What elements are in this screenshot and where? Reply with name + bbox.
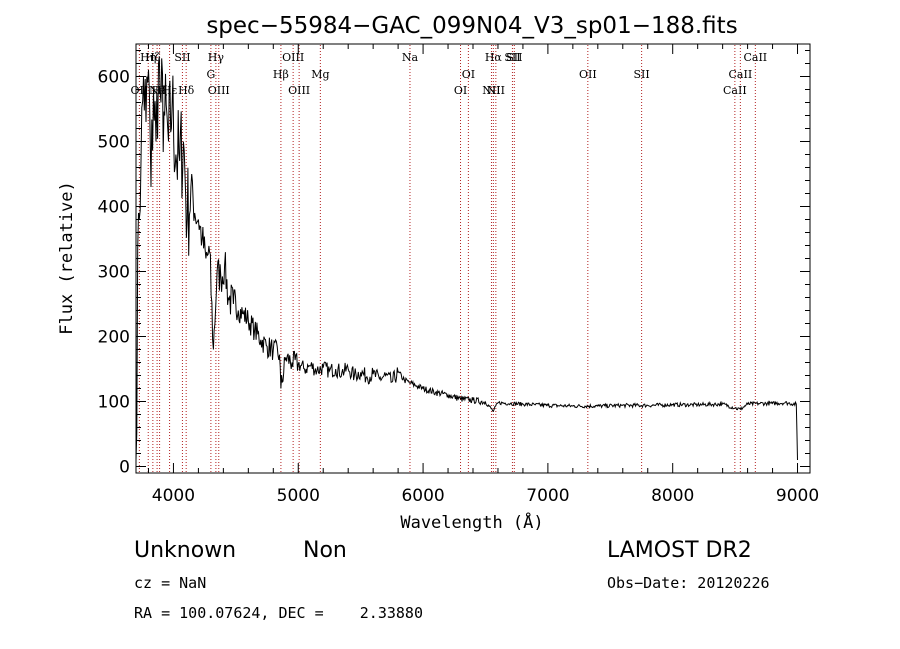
spectrum-line [135,56,798,461]
spectral-line-label: OIII [288,84,310,97]
x-tick-label: 4000 [152,486,195,506]
spectral-line-label: SII [634,68,650,81]
spectral-line-label: Hα [485,51,503,64]
survey-name: LAMOST DR2 [607,538,752,563]
chart-title: spec−55984−GAC_099N04_V3_sp01−188.fits [206,13,737,39]
spectral-line-label: CaII [729,68,753,81]
spectral-line-label: SII [504,51,520,64]
y-tick-label: 400 [98,198,130,218]
spectral-line-label: OI [462,68,475,81]
spectral-line-label: NII [487,84,505,97]
spectral-line-label: Hζ [145,51,161,64]
spectral-line-label: NII [482,84,500,97]
y-tick-label: 200 [98,328,130,348]
y-axis-label: Flux (relative) [57,181,77,335]
object-subclass: Non [303,538,347,563]
y-tick-label: 600 [98,68,130,88]
spectral-line-labels: OIIHηHζNeHξHεSIIHδGHγOIIIHβOIIIOIIIMgNaO… [131,51,768,97]
x-tick-label: 7000 [526,486,569,506]
y-axis-ticks: 0 100 200 300 400 500 600 [98,50,810,478]
spectral-line-label: G [206,68,215,81]
spectral-line-label: Hβ [273,68,289,81]
spectral-line-label: CaII [743,51,767,64]
x-tick-label: 8000 [651,486,694,506]
spectral-line-label: OI [454,84,467,97]
spectral-line-label: OIII [282,51,304,64]
spectral-line-label: Hδ [178,84,195,97]
y-tick-label: 300 [98,263,130,283]
x-tick-label: 9000 [776,486,819,506]
x-tick-label: 6000 [401,486,444,506]
spectral-line-label: Na [402,51,419,64]
y-tick-label: 0 [119,458,130,478]
object-class: Unknown [134,538,237,563]
y-tick-label: 100 [98,393,130,413]
redshift-cz: cz = NaN [134,574,207,592]
spectral-line-label: OIII [208,84,230,97]
x-tick-label: 5000 [277,486,320,506]
x-axis-ticks: 4000 5000 6000 7000 8000 9000 [147,44,819,506]
spectral-line-label: SII [506,51,522,64]
spectral-line-markers [138,45,756,472]
spectral-line-label: Mg [311,68,329,81]
spectral-line-label: Hγ [208,51,225,64]
spectral-line-label: Hη [140,51,156,64]
coordinates: RA = 100.07624, DEC = 2.33880 [134,604,423,622]
spectral-line-label: CaII [723,84,747,97]
observation-date: Obs−Date: 20120226 [607,574,770,592]
spectral-line-label: OII [579,68,597,81]
y-tick-label: 500 [98,133,130,153]
spectral-line-label: SII [174,51,190,64]
x-axis-label: Wavelength (Å) [400,511,543,533]
plot-frame [135,43,811,474]
